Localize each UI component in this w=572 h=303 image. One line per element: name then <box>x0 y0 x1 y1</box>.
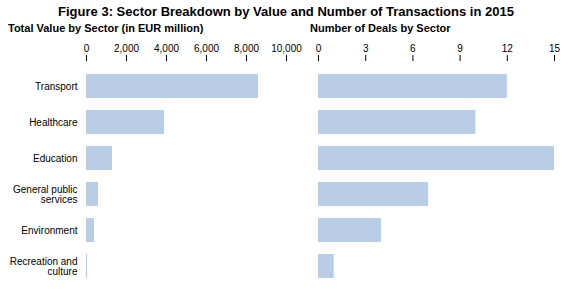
svg-text:Transport: Transport <box>35 81 78 92</box>
svg-text:6: 6 <box>410 43 416 54</box>
svg-text:0: 0 <box>316 43 322 54</box>
html-text:Number of Deals by Sector: Number of Deals by Sector <box>310 22 451 34</box>
svg-text:2,000: 2,000 <box>114 43 139 54</box>
html-text:Total Value by Sector (in EUR: Total Value by Sector (in EUR million) <box>8 22 204 34</box>
svg-text:Education: Education <box>33 153 77 164</box>
svg-text:0: 0 <box>84 43 90 54</box>
svg-text:Recreation andculture: Recreation andculture <box>10 256 78 277</box>
svg-text:10,000: 10,000 <box>271 43 302 54</box>
svg-text:15: 15 <box>549 43 561 54</box>
html-text:Figure 3: Sector Breakdown by: Figure 3: Sector Breakdown by Value and … <box>58 4 514 19</box>
svg-text:9: 9 <box>457 43 463 54</box>
svg-text:3: 3 <box>363 43 369 54</box>
svg-text:4,000: 4,000 <box>154 43 179 54</box>
svg-text:Healthcare: Healthcare <box>29 117 78 128</box>
svg-text:8,000: 8,000 <box>234 43 259 54</box>
svg-text:Environment: Environment <box>21 225 77 236</box>
svg-text:6,000: 6,000 <box>194 43 219 54</box>
svg-text:General publicservices: General publicservices <box>13 184 77 205</box>
svg-text:12: 12 <box>502 43 514 54</box>
